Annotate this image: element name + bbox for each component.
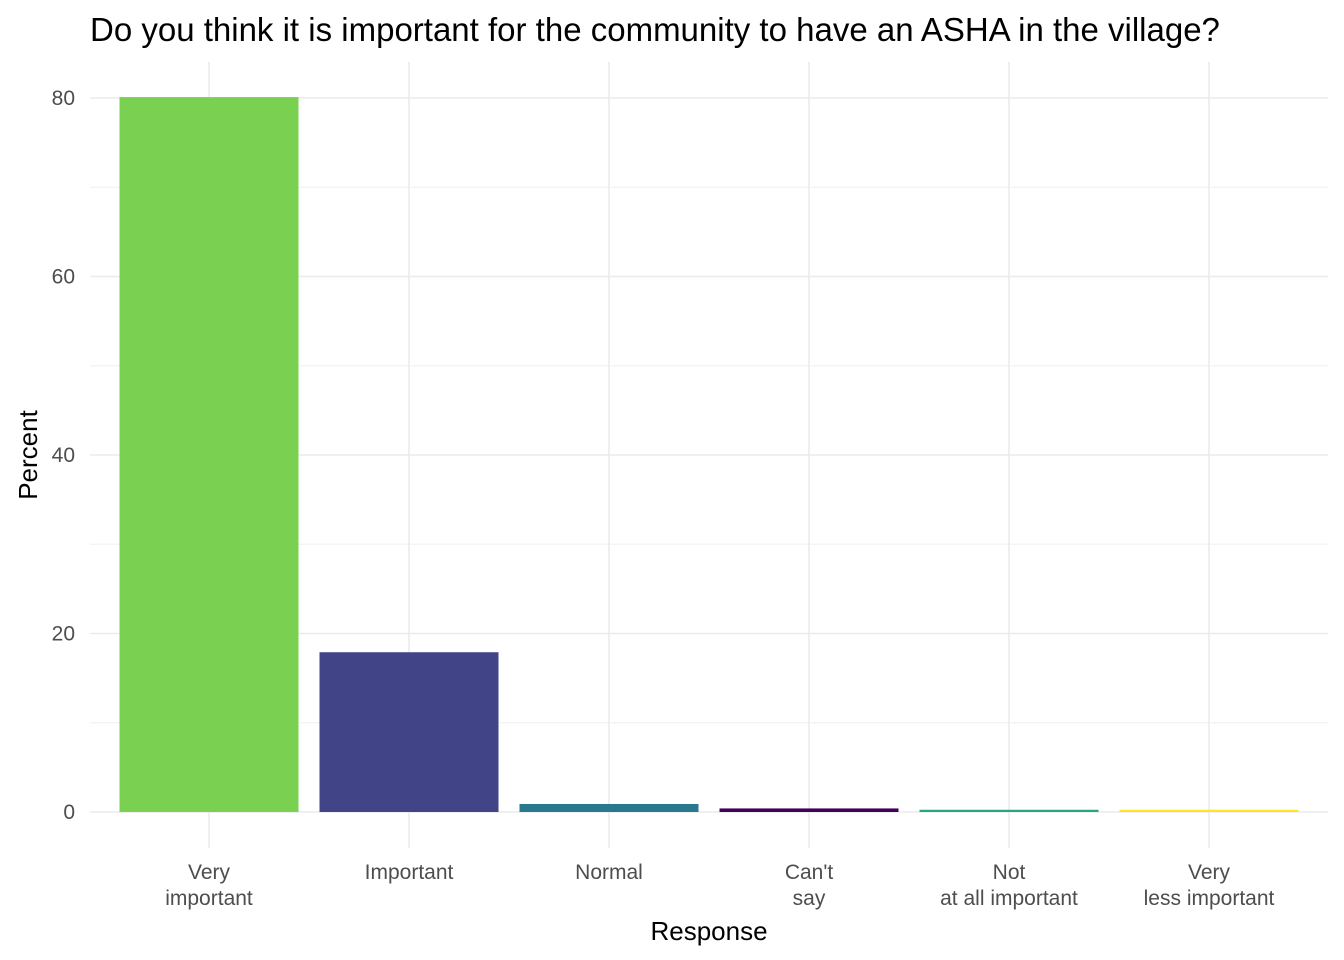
y-tick-label: 40: [52, 444, 75, 467]
y-axis-title: Percent: [13, 409, 43, 499]
x-tick-label-line: important: [165, 887, 253, 910]
x-axis-title: Response: [650, 916, 767, 946]
x-tick-label-line: Important: [365, 861, 454, 884]
x-axis-ticks: Very important Important Normal Can't say Not a…: [165, 861, 1274, 910]
bar: [919, 809, 1099, 812]
x-tick-label: Very important: [165, 861, 253, 910]
x-tick-label-line: Can't: [785, 861, 834, 884]
x-tick-label: Very less important: [1144, 861, 1275, 910]
bar: [519, 803, 699, 812]
bars: [119, 97, 1299, 813]
bar: [719, 808, 899, 812]
y-tick-label: 20: [52, 623, 75, 646]
chart-title: Do you think it is important for the com…: [90, 11, 1220, 48]
x-tick-label-line: at all important: [940, 887, 1078, 910]
x-tick-label: Important: [365, 861, 454, 884]
bar: [1119, 809, 1299, 812]
x-tick-label-line: Very: [1188, 861, 1231, 884]
y-tick-label: 80: [52, 87, 75, 110]
bar: [119, 97, 299, 813]
y-axis-ticks: 0 20 40 60 80: [52, 87, 75, 824]
x-tick-label-line: Not: [993, 861, 1026, 884]
x-tick-label-line: less important: [1144, 887, 1275, 910]
x-tick-label: Can't say: [785, 861, 834, 910]
x-tick-label-line: Normal: [575, 861, 643, 884]
y-tick-label: 0: [63, 801, 75, 824]
x-tick-label: Not at all important: [940, 861, 1078, 910]
x-tick-label: Normal: [575, 861, 643, 884]
bar: [319, 652, 499, 812]
x-tick-label-line: say: [793, 887, 826, 910]
y-tick-label: 60: [52, 266, 75, 289]
x-tick-label-line: Very: [188, 861, 231, 884]
